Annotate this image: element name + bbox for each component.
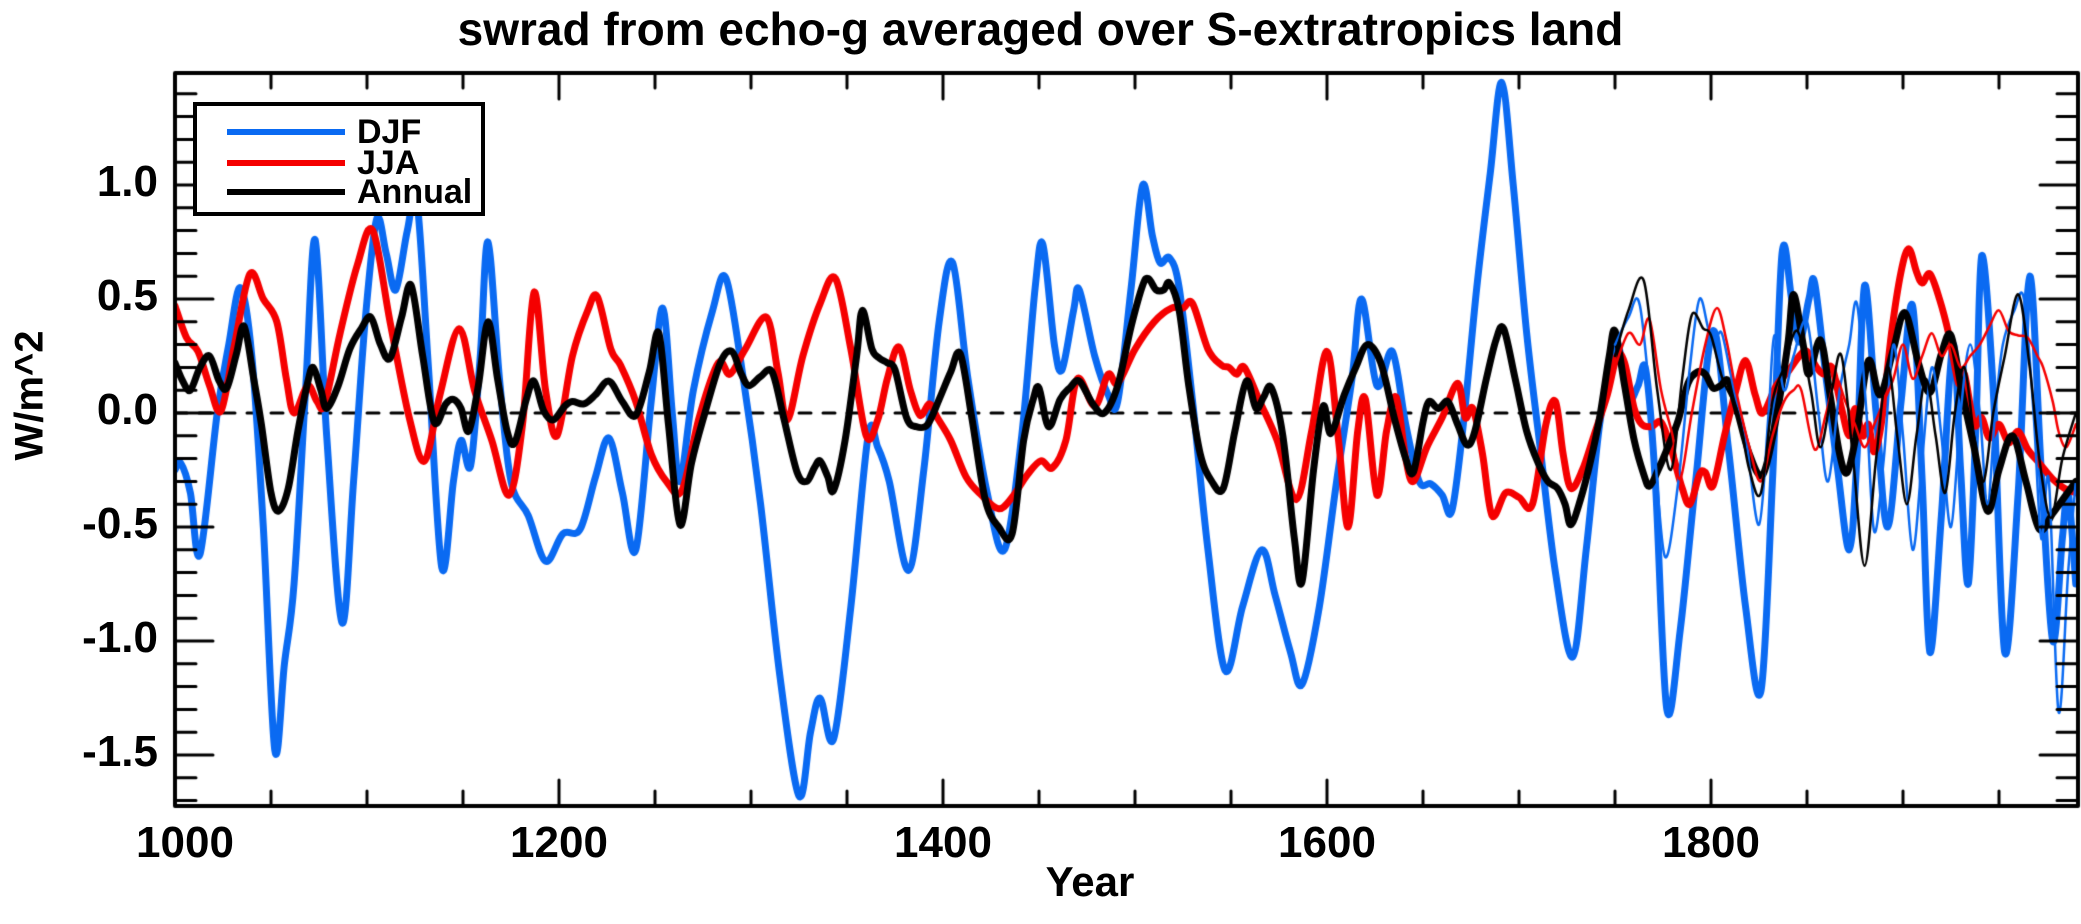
y-tick-label: 0.0: [96, 385, 158, 434]
djf-line-swatch: [227, 129, 345, 135]
y-tick-label: -1.5: [82, 727, 158, 776]
y-tick-label: -1.0: [82, 613, 158, 662]
x-axis-label: Year: [1045, 858, 1135, 905]
x-tick-label: 1200: [510, 818, 608, 867]
y-tick-label: 1.0: [96, 157, 158, 206]
x-tick-label: 1400: [894, 818, 992, 867]
legend-label-jja: JJA: [357, 144, 420, 182]
legend-label-annual: Annual: [357, 173, 473, 211]
y-tick-label: 0.5: [96, 271, 158, 320]
annual-line-swatch: [227, 189, 345, 195]
legend-label-djf: DJF: [357, 113, 422, 151]
y-tick-label: -0.5: [82, 499, 158, 548]
jja-line-swatch: [227, 160, 345, 166]
x-tick-label: 1800: [1662, 818, 1760, 867]
chart-title: swrad from echo-g averaged over S-extrat…: [457, 3, 1624, 55]
x-tick-label: 1000: [136, 818, 234, 867]
legend-box: DJF JJA Annual: [193, 102, 485, 216]
x-tick-label: 1600: [1278, 818, 1376, 867]
